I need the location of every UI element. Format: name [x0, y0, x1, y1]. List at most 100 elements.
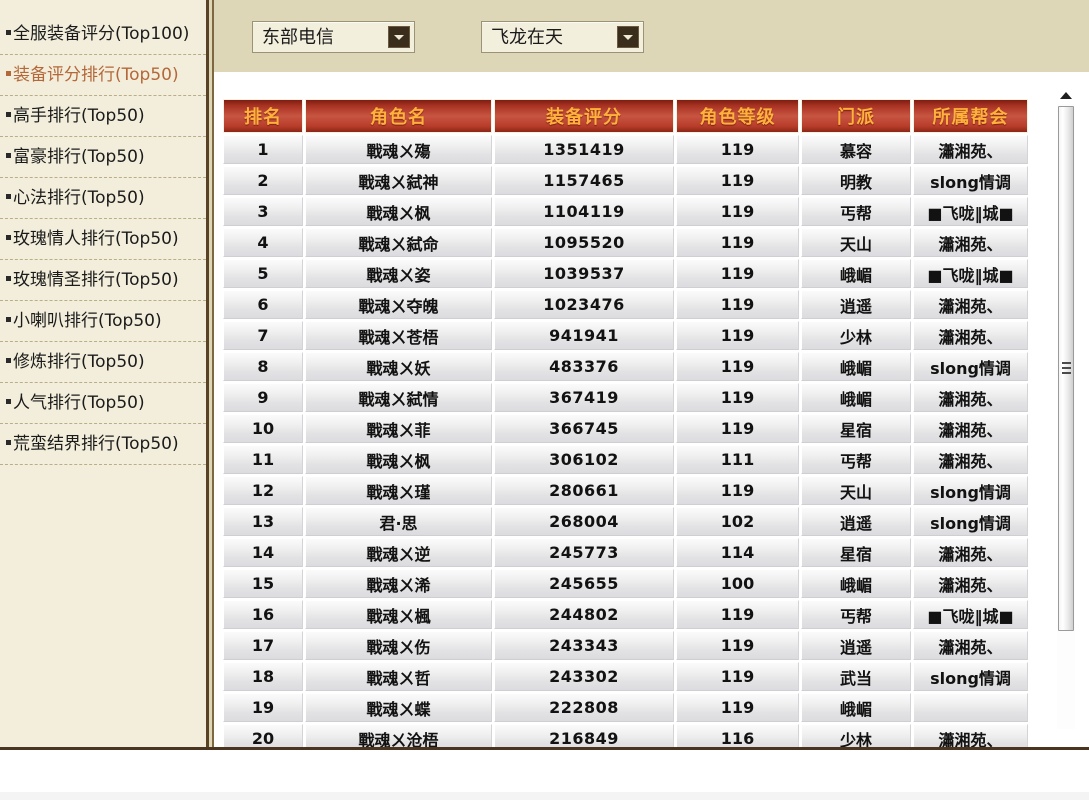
server-region-dropdown[interactable]: 东部电信: [252, 21, 415, 53]
sidebar-item-label: 荒蛮结界排行(Top50): [13, 434, 179, 454]
column-header-3[interactable]: 角色等级: [676, 99, 799, 133]
cell-c-sect: 慕容: [801, 135, 911, 164]
table-row[interactable]: 12 戰魂ㄨ瑾 280661 119 天山 slong情调: [223, 476, 1028, 505]
cell-c-sect: 峨嵋: [801, 693, 911, 722]
content-area: 东部电信 飞龙在天 排名 角色名 装备评分角: [212, 0, 1089, 747]
cell-c-name: 戰魂ㄨ蝶: [305, 693, 492, 722]
table-row[interactable]: 16 戰魂ㄨ楓 244802 119 丐帮 ■飞咙‖城■: [223, 600, 1028, 629]
scrollbar-track[interactable]: [1057, 104, 1075, 729]
column-header-1[interactable]: 角色名: [305, 99, 492, 133]
table-row[interactable]: 11 戰魂ㄨ枫 306102 111 丐帮 瀟湘苑、: [223, 445, 1028, 474]
cell-c-level: 119: [676, 662, 799, 691]
sidebar-item-10[interactable]: 荒蛮结界排行(Top50): [0, 424, 206, 465]
cell-c-sect: 逍遥: [801, 631, 911, 660]
table-row[interactable]: 18 戰魂ㄨ哲 243302 119 武当 slong情调: [223, 662, 1028, 691]
cell-c-guild: 瀟湘苑、: [913, 290, 1028, 319]
column-header-0[interactable]: 排名: [223, 99, 303, 133]
cell-c-guild: slong情调: [913, 352, 1028, 381]
cell-c-rank: 8: [223, 352, 303, 381]
cell-c-name: 戰魂ㄨ夺魄: [305, 290, 492, 319]
sidebar-item-3[interactable]: 富豪排行(Top50): [0, 137, 206, 178]
column-header-2[interactable]: 装备评分: [494, 99, 674, 133]
cell-c-name: 戰魂ㄨ弑情: [305, 383, 492, 412]
table-row[interactable]: 17 戰魂ㄨ伤 243343 119 逍遥 瀟湘苑、: [223, 631, 1028, 660]
table-row[interactable]: 2 戰魂ㄨ弑神 1157465 119 明教 slong情调: [223, 166, 1028, 195]
table-row[interactable]: 8 戰魂ㄨ妖 483376 119 峨嵋 slong情调: [223, 352, 1028, 381]
sidebar-item-list: 全服装备评分(Top100) 装备评分排行(Top50) 高手排行(Top50) 富豪…: [0, 14, 206, 465]
table-row[interactable]: 5 戰魂ㄨ姿 1039537 119 峨嵋 ■飞咙‖城■: [223, 259, 1028, 288]
cell-c-sect: 逍遥: [801, 290, 911, 319]
cell-c-name: 戰魂ㄨ哲: [305, 662, 492, 691]
table-row[interactable]: 14 戰魂ㄨ逆 245773 114 星宿 瀟湘苑、: [223, 538, 1028, 567]
table-row[interactable]: 1 戰魂ㄨ殤 1351419 119 慕容 瀟湘苑、: [223, 135, 1028, 164]
cell-c-name: 戰魂ㄨ妖: [305, 352, 492, 381]
cell-c-guild: slong情调: [913, 507, 1028, 536]
cell-c-rank: 6: [223, 290, 303, 319]
cell-c-score: 367419: [494, 383, 674, 412]
cell-c-level: 119: [676, 166, 799, 195]
table-row[interactable]: 20 戰魂ㄨ沧梧 216849 116 少林 瀟湘苑、: [223, 724, 1028, 747]
sidebar-item-label: 全服装备评分(Top100): [13, 24, 190, 44]
table-row[interactable]: 10 戰魂ㄨ菲 366745 119 星宿 瀟湘苑、: [223, 414, 1028, 443]
app-board: 全服装备评分(Top100) 装备评分排行(Top50) 高手排行(Top50) 富豪…: [0, 0, 1089, 750]
sidebar-item-label: 人气排行(Top50): [13, 393, 145, 413]
sidebar-item-9[interactable]: 人气排行(Top50): [0, 383, 206, 424]
cell-c-level: 119: [676, 135, 799, 164]
cell-c-score: 268004: [494, 507, 674, 536]
cell-c-name: 戰魂ㄨ楓: [305, 600, 492, 629]
ranking-panel: 排名 角色名 装备评分 角色等级 门派 所属帮会 1 戰魂ㄨ殤 1351419 119 慕容 瀟湘苑…: [214, 72, 1089, 747]
cell-c-guild: 瀟湘苑、: [913, 569, 1028, 598]
table-header-row: 排名 角色名 装备评分 角色等级 门派 所属帮会: [223, 99, 1028, 133]
vertical-scrollbar[interactable]: [1057, 82, 1075, 742]
cell-c-score: 216849: [494, 724, 674, 747]
footer-edge-line: [0, 792, 1089, 800]
cell-c-rank: 10: [223, 414, 303, 443]
cell-c-level: 119: [676, 476, 799, 505]
table-row[interactable]: 6 戰魂ㄨ夺魄 1023476 119 逍遥 瀟湘苑、: [223, 290, 1028, 319]
sidebar-item-8[interactable]: 修炼排行(Top50): [0, 342, 206, 383]
sidebar-item-1[interactable]: 装备评分排行(Top50): [0, 55, 206, 96]
scrollbar-thumb[interactable]: [1058, 106, 1074, 631]
cell-c-guild: 瀟湘苑、: [913, 631, 1028, 660]
sidebar-item-0[interactable]: 全服装备评分(Top100): [0, 14, 206, 55]
cell-c-level: 119: [676, 197, 799, 226]
cell-c-score: 245655: [494, 569, 674, 598]
cell-c-rank: 12: [223, 476, 303, 505]
scroll-up-arrow-icon[interactable]: [1057, 88, 1075, 102]
bullet-icon: [6, 30, 11, 35]
bullet-icon: [6, 399, 11, 404]
cell-c-level: 100: [676, 569, 799, 598]
cell-c-sect: 丐帮: [801, 600, 911, 629]
table-row[interactable]: 4 戰魂ㄨ弑命 1095520 119 天山 瀟湘苑、: [223, 228, 1028, 257]
table-row[interactable]: 7 戰魂ㄨ苍梧 941941 119 少林 瀟湘苑、: [223, 321, 1028, 350]
cell-c-score: 366745: [494, 414, 674, 443]
cell-c-score: 244802: [494, 600, 674, 629]
cell-c-level: 116: [676, 724, 799, 747]
table-row[interactable]: 3 戰魂ㄨ枫 1104119 119 丐帮 ■飞咙‖城■: [223, 197, 1028, 226]
cell-c-rank: 15: [223, 569, 303, 598]
cell-c-score: 1039537: [494, 259, 674, 288]
sidebar-item-4[interactable]: 心法排行(Top50): [0, 178, 206, 219]
column-header-5[interactable]: 所属帮会: [913, 99, 1028, 133]
table-row[interactable]: 15 戰魂ㄨ浠 245655 100 峨嵋 瀟湘苑、: [223, 569, 1028, 598]
column-header-4[interactable]: 门派: [801, 99, 911, 133]
table-row[interactable]: 19 戰魂ㄨ蝶 222808 119 峨嵋: [223, 693, 1028, 722]
cell-c-sect: 峨嵋: [801, 259, 911, 288]
cell-c-rank: 17: [223, 631, 303, 660]
sidebar-item-7[interactable]: 小喇叭排行(Top50): [0, 301, 206, 342]
sidebar-item-label: 玫瑰情圣排行(Top50): [13, 270, 179, 290]
chevron-down-icon[interactable]: [388, 26, 410, 48]
cell-c-rank: 4: [223, 228, 303, 257]
cell-c-rank: 20: [223, 724, 303, 747]
cell-c-score: 243302: [494, 662, 674, 691]
table-row[interactable]: 13 君·思 268004 102 逍遥 slong情调: [223, 507, 1028, 536]
sidebar-item-2[interactable]: 高手排行(Top50): [0, 96, 206, 137]
server-name-dropdown[interactable]: 飞龙在天: [481, 21, 644, 53]
cell-c-sect: 峨嵋: [801, 569, 911, 598]
sidebar-item-6[interactable]: 玫瑰情圣排行(Top50): [0, 260, 206, 301]
sidebar-item-5[interactable]: 玫瑰情人排行(Top50): [0, 219, 206, 260]
cell-c-guild: slong情调: [913, 662, 1028, 691]
table-row[interactable]: 9 戰魂ㄨ弑情 367419 119 峨嵋 瀟湘苑、: [223, 383, 1028, 412]
chevron-down-icon[interactable]: [617, 26, 639, 48]
